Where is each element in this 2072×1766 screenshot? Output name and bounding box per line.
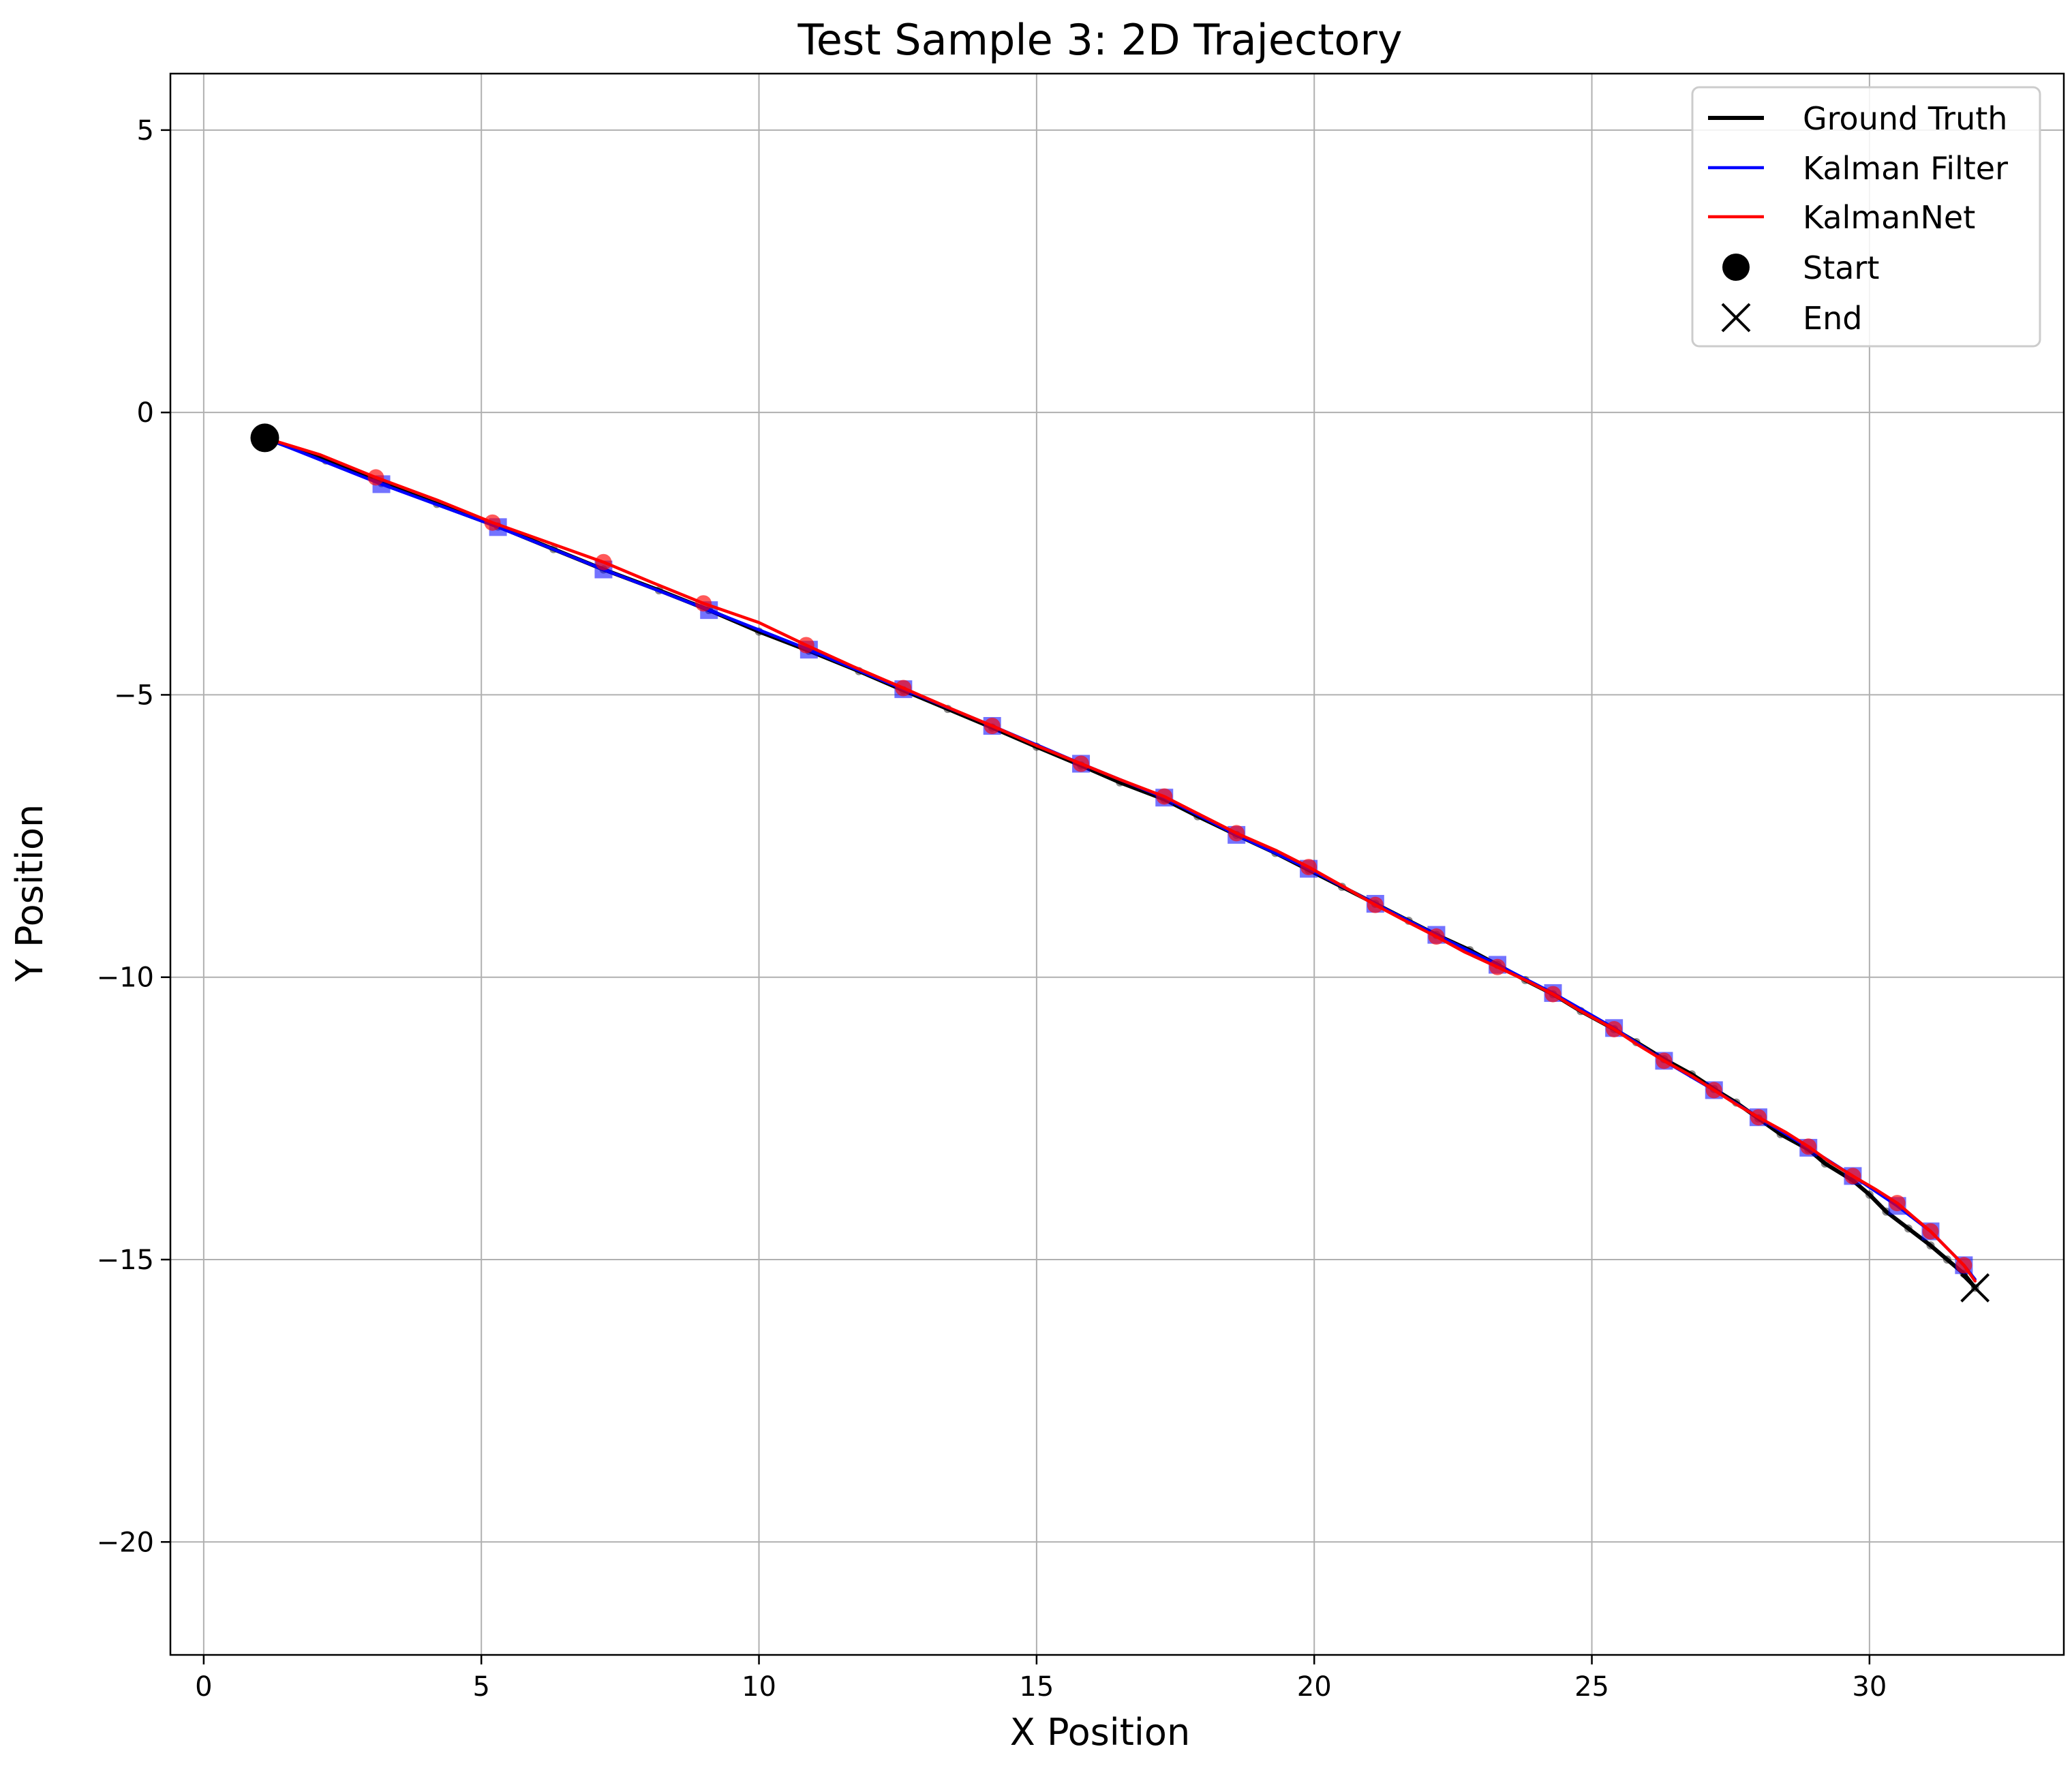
chart-title: Test Sample 3: 2D Trajectory — [797, 15, 1402, 65]
axis-ticks: 0 5 10 15 20 25 30 5 0 −5 −10 −15 −20 — [97, 115, 1887, 1703]
y-tick-label: 0 — [137, 397, 154, 429]
y-tick-label: 5 — [137, 115, 154, 147]
x-tick-label: 0 — [195, 1671, 212, 1703]
kalmannet-point — [1428, 928, 1445, 945]
kalmannet-point — [484, 514, 501, 531]
end-marker — [1960, 1273, 1990, 1303]
plot-frame — [169, 72, 2065, 1656]
y-tick-label: −20 — [97, 1527, 154, 1558]
x-tick-label: 30 — [1852, 1671, 1887, 1703]
x-tick-label: 20 — [1297, 1671, 1332, 1703]
kalmannet-point — [1228, 825, 1245, 842]
series-kalmannet — [263, 436, 1977, 1283]
start-marker — [250, 423, 279, 453]
y-tick-label: −5 — [114, 680, 154, 711]
kalmannet-point — [1656, 1052, 1673, 1069]
kalmannet-point — [695, 595, 712, 612]
ground-truth-point — [1926, 1241, 1935, 1250]
series-layer — [250, 423, 1990, 1303]
kalmannet-point — [1750, 1109, 1767, 1126]
series-line-kalmannet — [263, 436, 1977, 1283]
legend-start-marker — [1722, 254, 1750, 281]
kalmannet-point — [595, 553, 612, 570]
y-axis-label: Y Position — [8, 804, 51, 982]
kalmannet-point — [797, 637, 814, 654]
x-tick-label: 25 — [1574, 1671, 1609, 1703]
ground-truth-point — [1904, 1224, 1913, 1233]
legend-box — [1691, 86, 2041, 348]
kalmannet-point — [1367, 896, 1384, 913]
kalmannet-point — [1889, 1195, 1906, 1212]
y-tick-label: −15 — [97, 1245, 154, 1276]
x-tick-label: 10 — [742, 1671, 776, 1703]
grid-lines — [170, 74, 2064, 1655]
legend-label-kalmannet: KalmanNet — [1803, 199, 1975, 236]
legend: Ground Truth Kalman Filter KalmanNet Sta… — [1691, 86, 2041, 348]
x-axis-label: X Position — [1010, 1711, 1190, 1754]
kalmannet-point — [1705, 1082, 1722, 1099]
x-tick-label: 15 — [1019, 1671, 1054, 1703]
kalmannet-point — [1073, 755, 1090, 772]
kalmannet-point — [895, 680, 912, 697]
legend-label-end: End — [1803, 300, 1862, 337]
end-marker-stroke — [1960, 1273, 1990, 1303]
ground-truth-point — [1942, 1255, 1951, 1264]
kalmannet-point — [1544, 986, 1561, 1003]
kalmannet-point — [1800, 1138, 1817, 1155]
kalmannet-point — [1844, 1168, 1861, 1185]
ground-truth-point — [1882, 1207, 1891, 1216]
kalmannet-point — [1156, 788, 1173, 805]
kalmannet-point — [1955, 1257, 1972, 1274]
legend-label-ground-truth: Ground Truth — [1803, 100, 2007, 137]
legend-label-kalman-filter: Kalman Filter — [1803, 150, 2008, 187]
y-tick-label: −10 — [97, 962, 154, 994]
kalmannet-point — [1489, 958, 1506, 975]
kalmannet-point — [984, 718, 1001, 734]
ground-truth-point — [1865, 1190, 1874, 1199]
legend-label-start: Start — [1803, 249, 1879, 286]
kalmannet-point — [1922, 1223, 1939, 1240]
kalmannet-point — [1606, 1020, 1623, 1037]
kalmannet-point — [367, 469, 384, 486]
legend-end-marker — [1721, 303, 1751, 333]
x-tick-label: 5 — [472, 1671, 489, 1703]
kalmannet-point — [1300, 859, 1317, 876]
